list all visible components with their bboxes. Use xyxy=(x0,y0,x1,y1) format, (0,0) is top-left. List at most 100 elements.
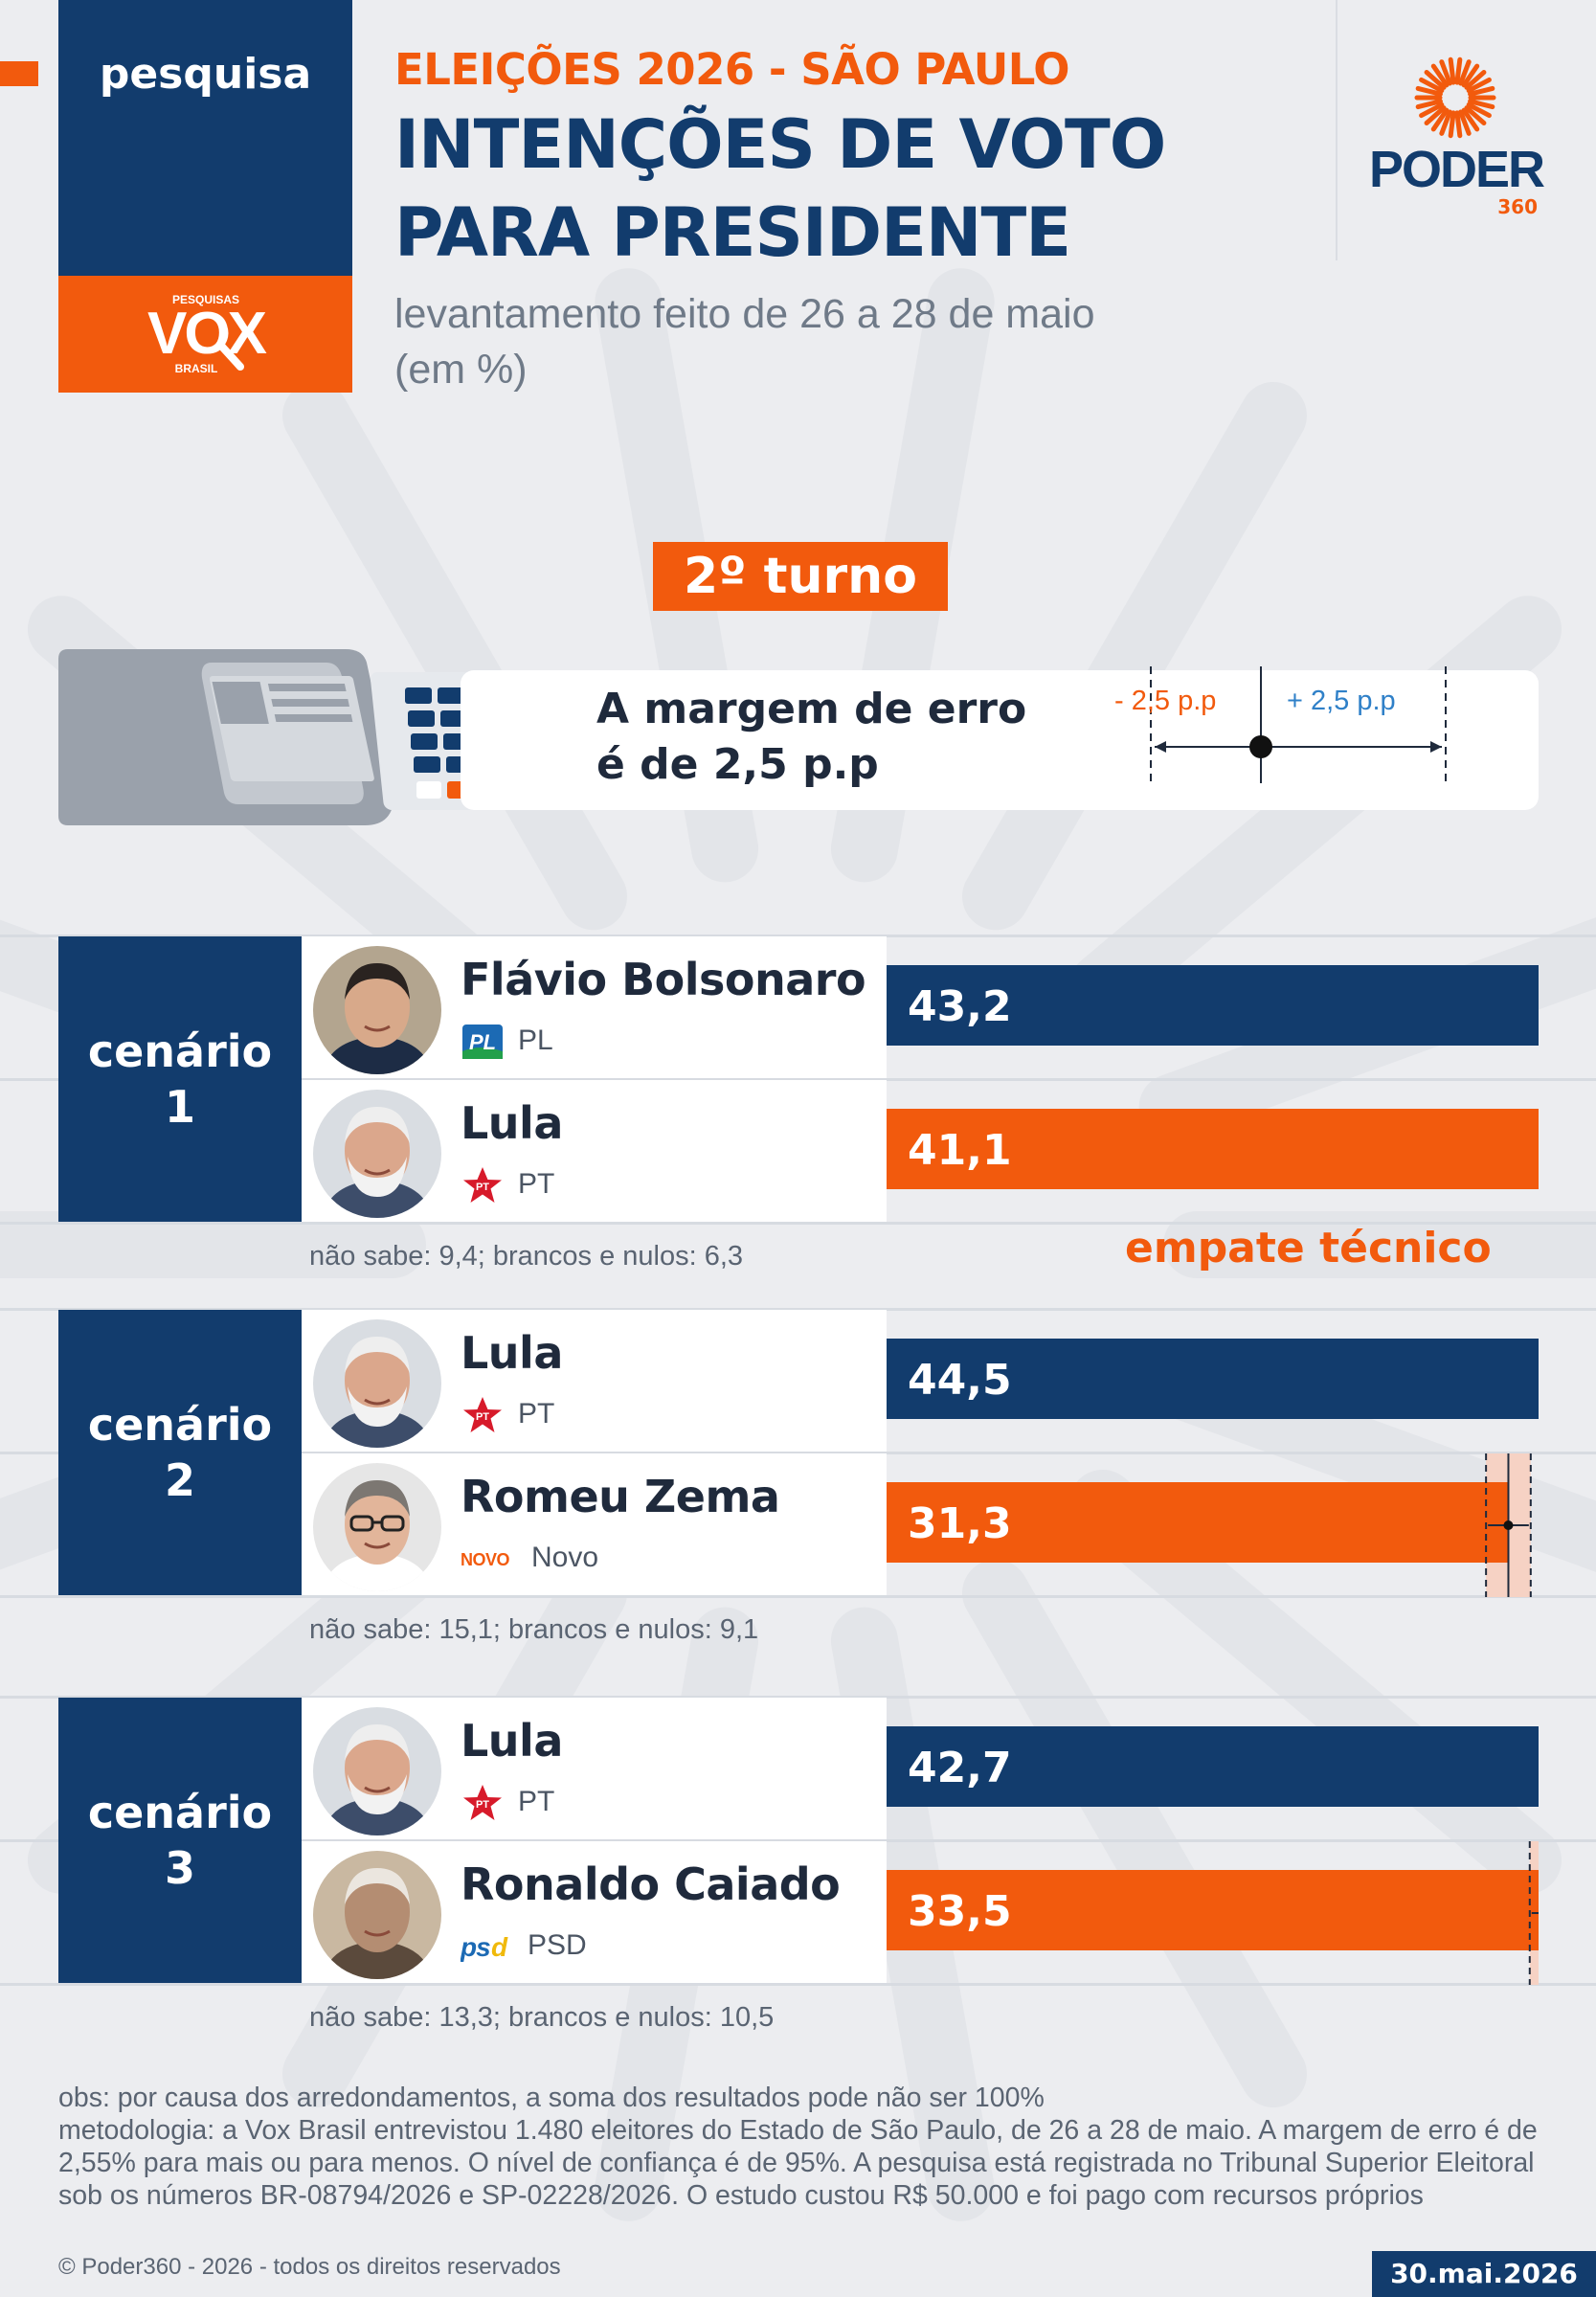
footnotes: obs: por causa dos arredondamentos, a so… xyxy=(58,2082,1552,2212)
candidate-photo xyxy=(313,946,441,1074)
candidate-row: Lula PT PT xyxy=(302,1080,887,1222)
party-name: PT xyxy=(518,1168,555,1200)
tie-annotation: empate técnico xyxy=(1125,1224,1492,1272)
candidate-name: Romeu Zema xyxy=(461,1471,780,1522)
scenario-label: cenário 2 xyxy=(58,1310,302,1595)
value-dot xyxy=(1503,1520,1514,1530)
margin-line-2: é de 2,5 p.p xyxy=(596,740,879,789)
scenario-label-line-1: cenário xyxy=(87,1399,273,1451)
candidate-row: Lula PT PT xyxy=(302,1698,887,1839)
bar-value-label: 33,5 xyxy=(908,1887,1012,1936)
pt-star-icon: PT xyxy=(461,1166,505,1205)
publisher-number: 360 xyxy=(1497,195,1538,218)
scenario-label-line-1: cenário xyxy=(87,1025,273,1077)
candidate-row: Lula PT PT xyxy=(302,1310,887,1452)
bar-value-label: 44,5 xyxy=(908,1356,1012,1405)
title-line-2: PARA PRESIDENTE xyxy=(394,193,1071,272)
pt-star-icon: PT xyxy=(461,1396,505,1434)
publish-date: 30.mai.2026 xyxy=(1372,2251,1596,2297)
scenario-3: cenário 3 Lula PT PT 42,7 Ronaldo Caiado ps d PSD… xyxy=(58,1698,1539,2033)
scenario-separator xyxy=(0,1078,1596,1081)
scenario-label-line-2: 2 xyxy=(164,1454,195,1506)
bar-chart-row: 44,5 xyxy=(887,1339,1539,1419)
scenario-separator xyxy=(0,935,1596,937)
sun-icon xyxy=(1414,56,1496,139)
margin-plus-label: + 2,5 p.p xyxy=(1287,686,1396,716)
candidate-name: Lula xyxy=(461,1097,563,1149)
margin-minus-label: - 2,5 p.p xyxy=(1114,686,1217,716)
obs-note: obs: por causa dos arredondamentos, a so… xyxy=(58,2083,1045,2113)
margin-text: A margem de erro é de 2,5 p.p xyxy=(596,682,1026,793)
scenario-separator xyxy=(0,1696,1596,1699)
bar-chart-row: 42,7 xyxy=(887,1726,1539,1807)
candidate-name: Lula xyxy=(461,1715,563,1767)
party-name: PT xyxy=(518,1398,555,1430)
vox-brasil-logo: PESQUISAS VOX BRASIL xyxy=(58,276,352,393)
novo-logo-icon: NOVO xyxy=(461,1540,510,1578)
candidate-row: Romeu Zema NOVO Novo xyxy=(302,1453,887,1595)
accent-tab xyxy=(0,61,38,86)
kicker: ELEIÇÕES 2026 - SÃO PAULO xyxy=(394,44,1070,95)
scenario-label-line-2: 1 xyxy=(164,1081,195,1133)
svg-text:ps: ps xyxy=(461,1932,490,1962)
pollster-main-text: VOX xyxy=(147,301,267,367)
candidate-name: Flávio Bolsonaro xyxy=(461,954,866,1005)
party-name: Novo xyxy=(531,1542,599,1573)
header-divider xyxy=(1336,0,1337,260)
scenario-separator xyxy=(0,1308,1596,1311)
svg-text:d: d xyxy=(491,1932,508,1962)
bar-value-label: 31,3 xyxy=(908,1499,1012,1548)
subtitle: levantamento feito de 26 a 28 de maio (e… xyxy=(394,286,1256,397)
psd-logo-icon: ps d xyxy=(460,1927,508,1966)
bar-chart-row: 33,5 xyxy=(887,1841,1539,1985)
svg-text:PL: PL xyxy=(469,1030,496,1054)
pl-logo-icon: PL xyxy=(461,1023,505,1061)
party-name: PT xyxy=(518,1786,555,1817)
party-name: PL xyxy=(518,1025,553,1056)
bar-chart-row: 31,3 xyxy=(887,1453,1532,1597)
undecided-note: não sabe: 9,4; brancos e nulos: 6,3 xyxy=(309,1241,744,1272)
bar-value-label: 43,2 xyxy=(908,982,1012,1031)
scenario-separator xyxy=(0,1839,1596,1842)
candidate-name: Lula xyxy=(461,1327,563,1379)
svg-text:PT: PT xyxy=(476,1411,489,1423)
scenario-separator xyxy=(0,1595,1596,1598)
vox-logo-icon: PESQUISAS VOX BRASIL xyxy=(147,293,270,375)
undecided-note: não sabe: 13,3; brancos e nulos: 10,5 xyxy=(309,2002,775,2033)
scenario-separator xyxy=(0,1222,1596,1225)
bar-chart-row: 41,1 xyxy=(887,1109,1539,1189)
margin-scale: - 2,5 p.p + 2,5 p.p xyxy=(1088,663,1471,787)
poll-label: pesquisa xyxy=(58,0,352,276)
scenario-separator xyxy=(0,1983,1596,1986)
candidate-photo xyxy=(313,1319,441,1448)
candidate-row: Flávio Bolsonaro PL PL xyxy=(302,936,887,1078)
margin-line-1: A margem de erro xyxy=(596,685,1027,733)
candidate-photo xyxy=(313,1851,441,1979)
scenario-label: cenário 3 xyxy=(58,1698,302,1983)
svg-text:PT: PT xyxy=(476,1182,489,1193)
pollster-top-text: PESQUISAS xyxy=(171,293,238,306)
pt-star-icon: PT xyxy=(461,1784,505,1822)
scenario-separator xyxy=(0,1452,1596,1454)
scenario-2: cenário 2 Lula PT PT 44,5 Romeu Zema NOVO Novo 31… xyxy=(58,1310,1539,1645)
round-badge: 2º turno xyxy=(653,542,948,611)
scenario-label: cenário 1 xyxy=(58,936,302,1222)
bar-value-label: 41,1 xyxy=(908,1126,1012,1175)
scenario-1: cenário 1 Flávio Bolsonaro PL PL 43,2 Lula PT PT… xyxy=(58,936,1539,1272)
subtitle-line-2: (em %) xyxy=(394,347,528,393)
bar-chart-row: 43,2 xyxy=(887,965,1539,1046)
pollster-bottom-text: BRASIL xyxy=(174,362,217,375)
svg-text:PT: PT xyxy=(476,1799,489,1811)
candidate-photo xyxy=(313,1463,441,1591)
bar-value-label: 42,7 xyxy=(908,1744,1012,1792)
pollster-badge: pesquisa PESQUISAS VOX BRASIL xyxy=(58,0,352,393)
scenario-label-line-2: 3 xyxy=(164,1842,195,1894)
party-name: PSD xyxy=(528,1929,587,1961)
copyright: © Poder360 - 2026 - todos os direitos re… xyxy=(58,2254,561,2280)
svg-text:NOVO: NOVO xyxy=(461,1550,510,1569)
title: INTENÇÕES DE VOTO PARA PRESIDENTE xyxy=(394,101,1256,277)
margin-scale-graphic xyxy=(1150,666,1447,783)
candidate-photo xyxy=(313,1707,441,1835)
undecided-note: não sabe: 15,1; brancos e nulos: 9,1 xyxy=(309,1614,759,1645)
title-line-1: INTENÇÕES DE VOTO xyxy=(394,105,1166,184)
